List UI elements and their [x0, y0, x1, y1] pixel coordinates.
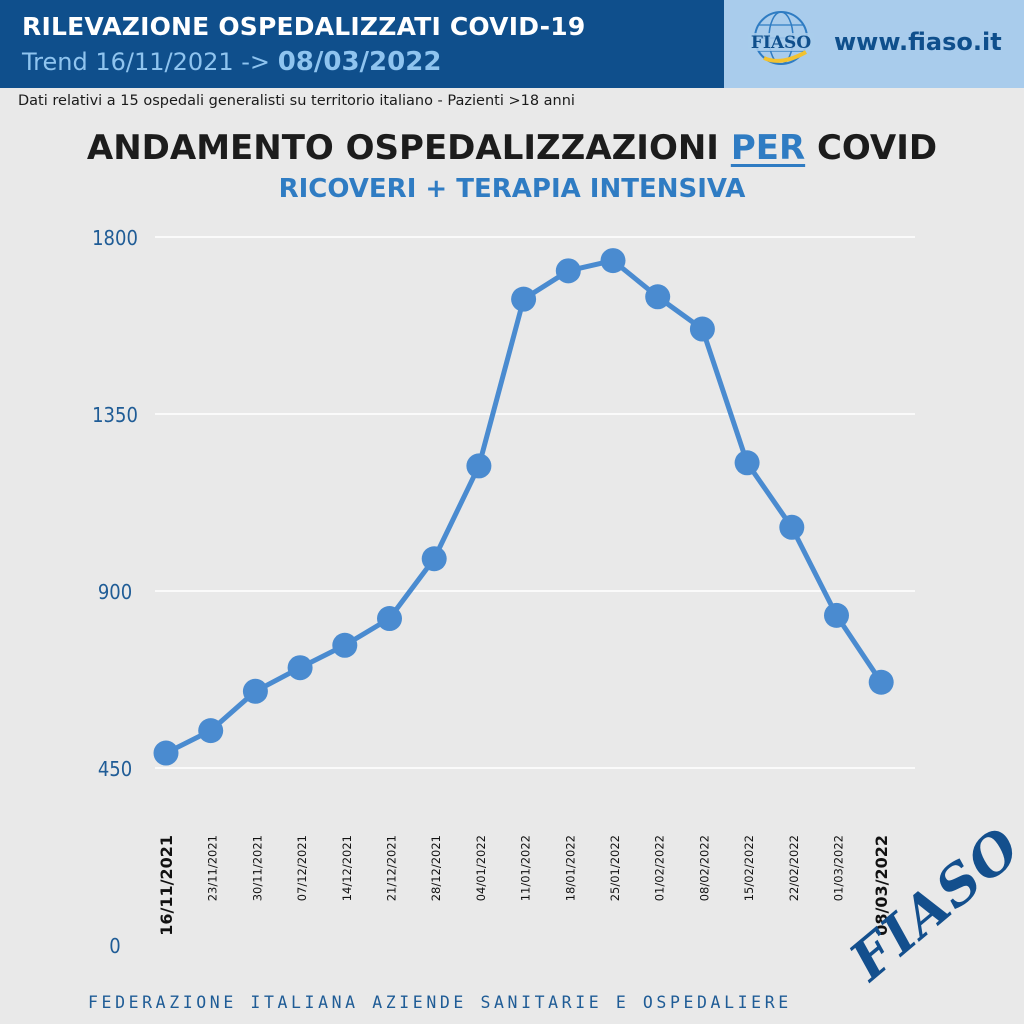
- x-tick-label: 16/11/2021: [157, 835, 176, 936]
- data-point: [466, 453, 492, 479]
- chart-title-part-3: COVID: [805, 128, 938, 168]
- data-point: [689, 316, 715, 342]
- data-point: [153, 740, 179, 766]
- chart-subtitle: RICOVERI + TERAPIA INTENSIVA: [278, 174, 746, 204]
- federation-footer: FEDERAZIONE ITALIANA AZIENDE SANITARIE E…: [88, 993, 792, 1012]
- x-tick-label: 22/02/2022: [787, 835, 801, 901]
- data-point: [421, 546, 447, 572]
- chart-title-highlight: PER: [730, 128, 806, 168]
- x-tick-label: 23/11/2021: [206, 835, 220, 901]
- data-point: [734, 450, 760, 476]
- x-tick-label: 14/12/2021: [340, 835, 354, 901]
- brand-box: FIASO www.fiaso.it: [724, 0, 1024, 88]
- y-tick-label: 0: [109, 934, 120, 958]
- data-point: [779, 514, 805, 540]
- data-note: Dati relativi a 15 ospedali generalisti …: [18, 93, 575, 109]
- data-point: [645, 284, 671, 310]
- data-point: [600, 248, 626, 274]
- x-tick-label: 30/11/2021: [250, 835, 264, 901]
- x-tick-label: 07/12/2021: [295, 835, 309, 901]
- y-tick-label: 1350: [92, 403, 138, 427]
- trend-start: Trend 16/11/2021 ->: [22, 48, 271, 76]
- x-tick-label: 01/02/2022: [653, 835, 667, 901]
- x-tick-label: 11/01/2022: [519, 835, 533, 901]
- y-tick-label: 1800: [92, 226, 138, 250]
- x-tick-label: 01/03/2022: [832, 835, 846, 901]
- data-point: [824, 602, 849, 628]
- data-point: [511, 286, 537, 312]
- logo-text: FIASO: [751, 33, 811, 53]
- data-point: [377, 606, 402, 632]
- data-point: [868, 669, 894, 695]
- series-line: [164, 258, 884, 756]
- report-title: RILEVAZIONE OSPEDALIZZATI COVID-19: [22, 12, 586, 41]
- x-tick-label: 18/01/2022: [563, 835, 577, 901]
- data-point: [198, 718, 224, 744]
- y-tick-label: 450: [98, 757, 132, 781]
- x-tick-label: 25/01/2022: [608, 835, 622, 901]
- data-point: [287, 655, 313, 681]
- chart-title: ANDAMENTO OSPEDALIZZAZIONI PER COVID: [0, 128, 1024, 168]
- x-tick-label: 15/02/2022: [742, 835, 756, 901]
- fiaso-globe-logo-icon: FIASO: [748, 11, 814, 65]
- header-banner: RILEVAZIONE OSPEDALIZZATI COVID-19 Trend…: [0, 0, 724, 88]
- x-tick-label: 21/12/2021: [385, 835, 399, 901]
- x-tick-label: 04/01/2022: [474, 835, 488, 901]
- x-tick-label: 08/02/2022: [697, 835, 711, 901]
- data-point: [555, 258, 581, 284]
- x-tick-label: 28/12/2021: [429, 835, 443, 901]
- chart-title-part-1: ANDAMENTO OSPEDALIZZAZIONI: [86, 128, 731, 168]
- trend-range: Trend 16/11/2021 -> 08/03/2022: [22, 47, 441, 77]
- data-point: [332, 632, 358, 658]
- data-point: [242, 678, 268, 704]
- x-tick-label: 08/03/2022: [872, 835, 891, 936]
- website-link[interactable]: www.fiaso.it: [834, 28, 1002, 56]
- trend-end: 08/03/2022: [277, 47, 442, 77]
- y-tick-label: 900: [98, 580, 132, 604]
